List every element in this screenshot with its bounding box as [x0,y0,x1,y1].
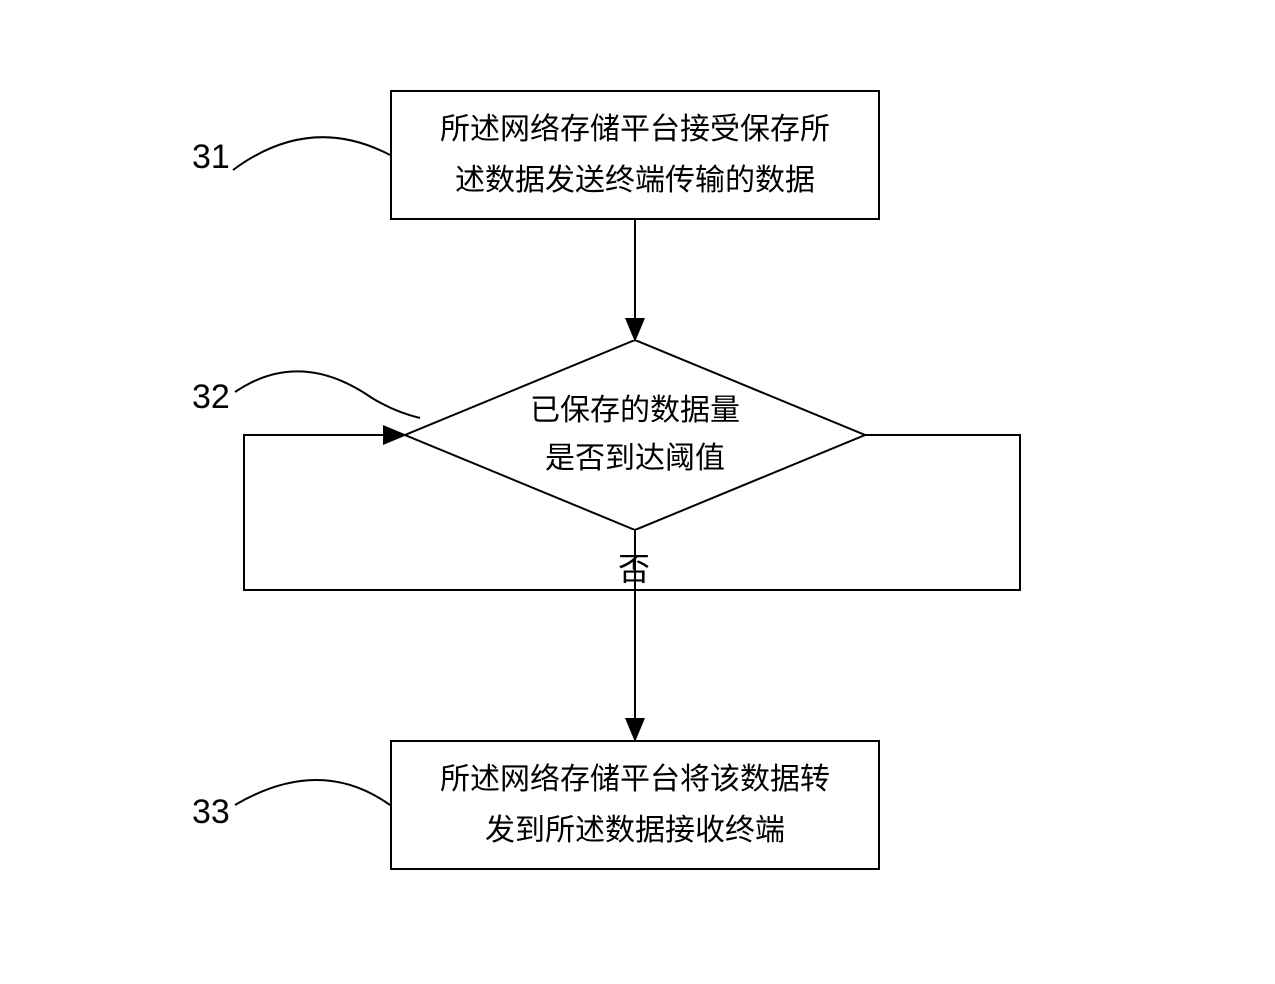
leader-31 [233,137,390,170]
flowchart-node-32: 已保存的数据量 是否到达阈值 [405,340,865,530]
edge-label-no: 否 [618,544,650,590]
node-number-33: 33 [192,793,230,832]
node-33-line1: 所述网络存储平台将该数据转 [440,763,830,796]
node-33-line2: 发到所述数据接收终端 [485,814,785,847]
flowchart-node-33: 所述网络存储平台将该数据转 发到所述数据接收终端 [390,740,880,870]
node-31-line2: 述数据发送终端传输的数据 [455,164,815,197]
node-32-line2: 是否到达阈值 [545,442,725,475]
node-31-line1: 所述网络存储平台接受保存所 [440,113,830,146]
node-number-31: 31 [192,138,230,177]
node-number-32: 32 [192,378,230,417]
leader-32 [235,371,420,418]
node-32-line1: 已保存的数据量 [530,394,740,427]
leader-33 [235,780,390,805]
flowchart-node-31: 所述网络存储平台接受保存所 述数据发送终端传输的数据 [390,90,880,220]
